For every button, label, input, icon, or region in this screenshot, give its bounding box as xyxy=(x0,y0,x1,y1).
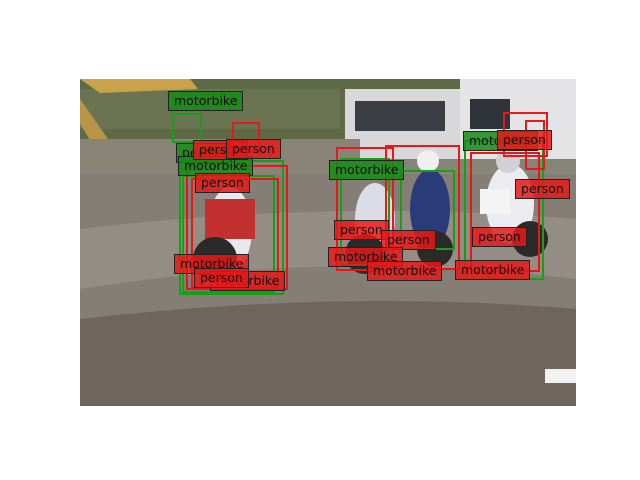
label-person-pred: person xyxy=(334,220,389,240)
label-person-pred: person xyxy=(381,230,436,250)
label-person-pred: person xyxy=(515,179,570,199)
label-person-pred: person xyxy=(195,173,250,193)
bbox-pred xyxy=(470,152,540,272)
label-motorbike-pred: motorbike xyxy=(367,261,443,281)
label-motorbike-pred: motorbike xyxy=(455,260,531,280)
label-person-pred: person xyxy=(472,227,527,247)
label-person-pred: person xyxy=(497,130,552,150)
label-motorbike-gt: motorbike xyxy=(168,91,244,111)
bbox-gt xyxy=(172,113,202,143)
label-person-pred: person xyxy=(194,268,249,288)
label-motorbike-gt: motorbike xyxy=(329,160,405,180)
label-person-pred: person xyxy=(226,139,281,159)
bbox-pred xyxy=(336,147,394,271)
